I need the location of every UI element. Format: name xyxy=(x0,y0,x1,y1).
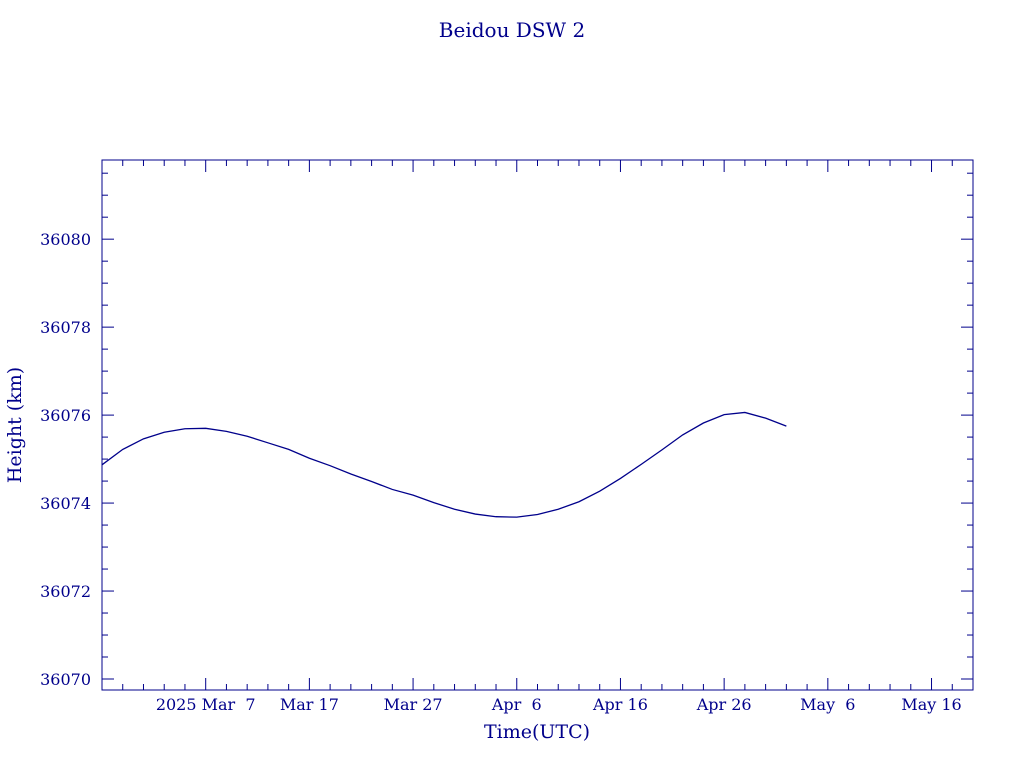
axis-ticks xyxy=(101,160,974,690)
x-tick-label: Mar 27 xyxy=(384,695,443,714)
x-tick-labels: 2025 Mar 7 Mar 17 Mar 27 Apr 6 Apr 16 Apr 26 M… xyxy=(156,695,962,714)
x-tick-label: 2025 Mar 7 xyxy=(156,695,256,714)
x-axis-label: Time(UTC) xyxy=(484,721,590,743)
x-tick-label: Apr 16 xyxy=(592,695,648,714)
chart-title: Beidou DSW 2 xyxy=(439,18,585,42)
x-tick-label: Apr 6 xyxy=(491,695,542,714)
plot-frame xyxy=(101,159,974,691)
y-axis-label: Height (km) xyxy=(4,367,26,483)
x-tick-label: Mar 17 xyxy=(280,695,339,714)
height-series-line xyxy=(101,411,787,518)
y-tick-label: 36072 xyxy=(40,582,91,601)
x-tick-label: May 16 xyxy=(901,695,961,714)
x-tick-label: May 6 xyxy=(800,695,855,714)
y-tick-labels: 36070 36072 36074 36076 36078 36080 xyxy=(40,230,91,689)
x-tick-label: Apr 26 xyxy=(696,695,752,714)
y-tick-label: 36076 xyxy=(40,406,91,425)
y-tick-label: 36070 xyxy=(40,670,91,689)
y-tick-label: 36074 xyxy=(40,494,91,513)
y-tick-label: 36080 xyxy=(40,230,91,249)
y-tick-label: 36078 xyxy=(40,318,91,337)
